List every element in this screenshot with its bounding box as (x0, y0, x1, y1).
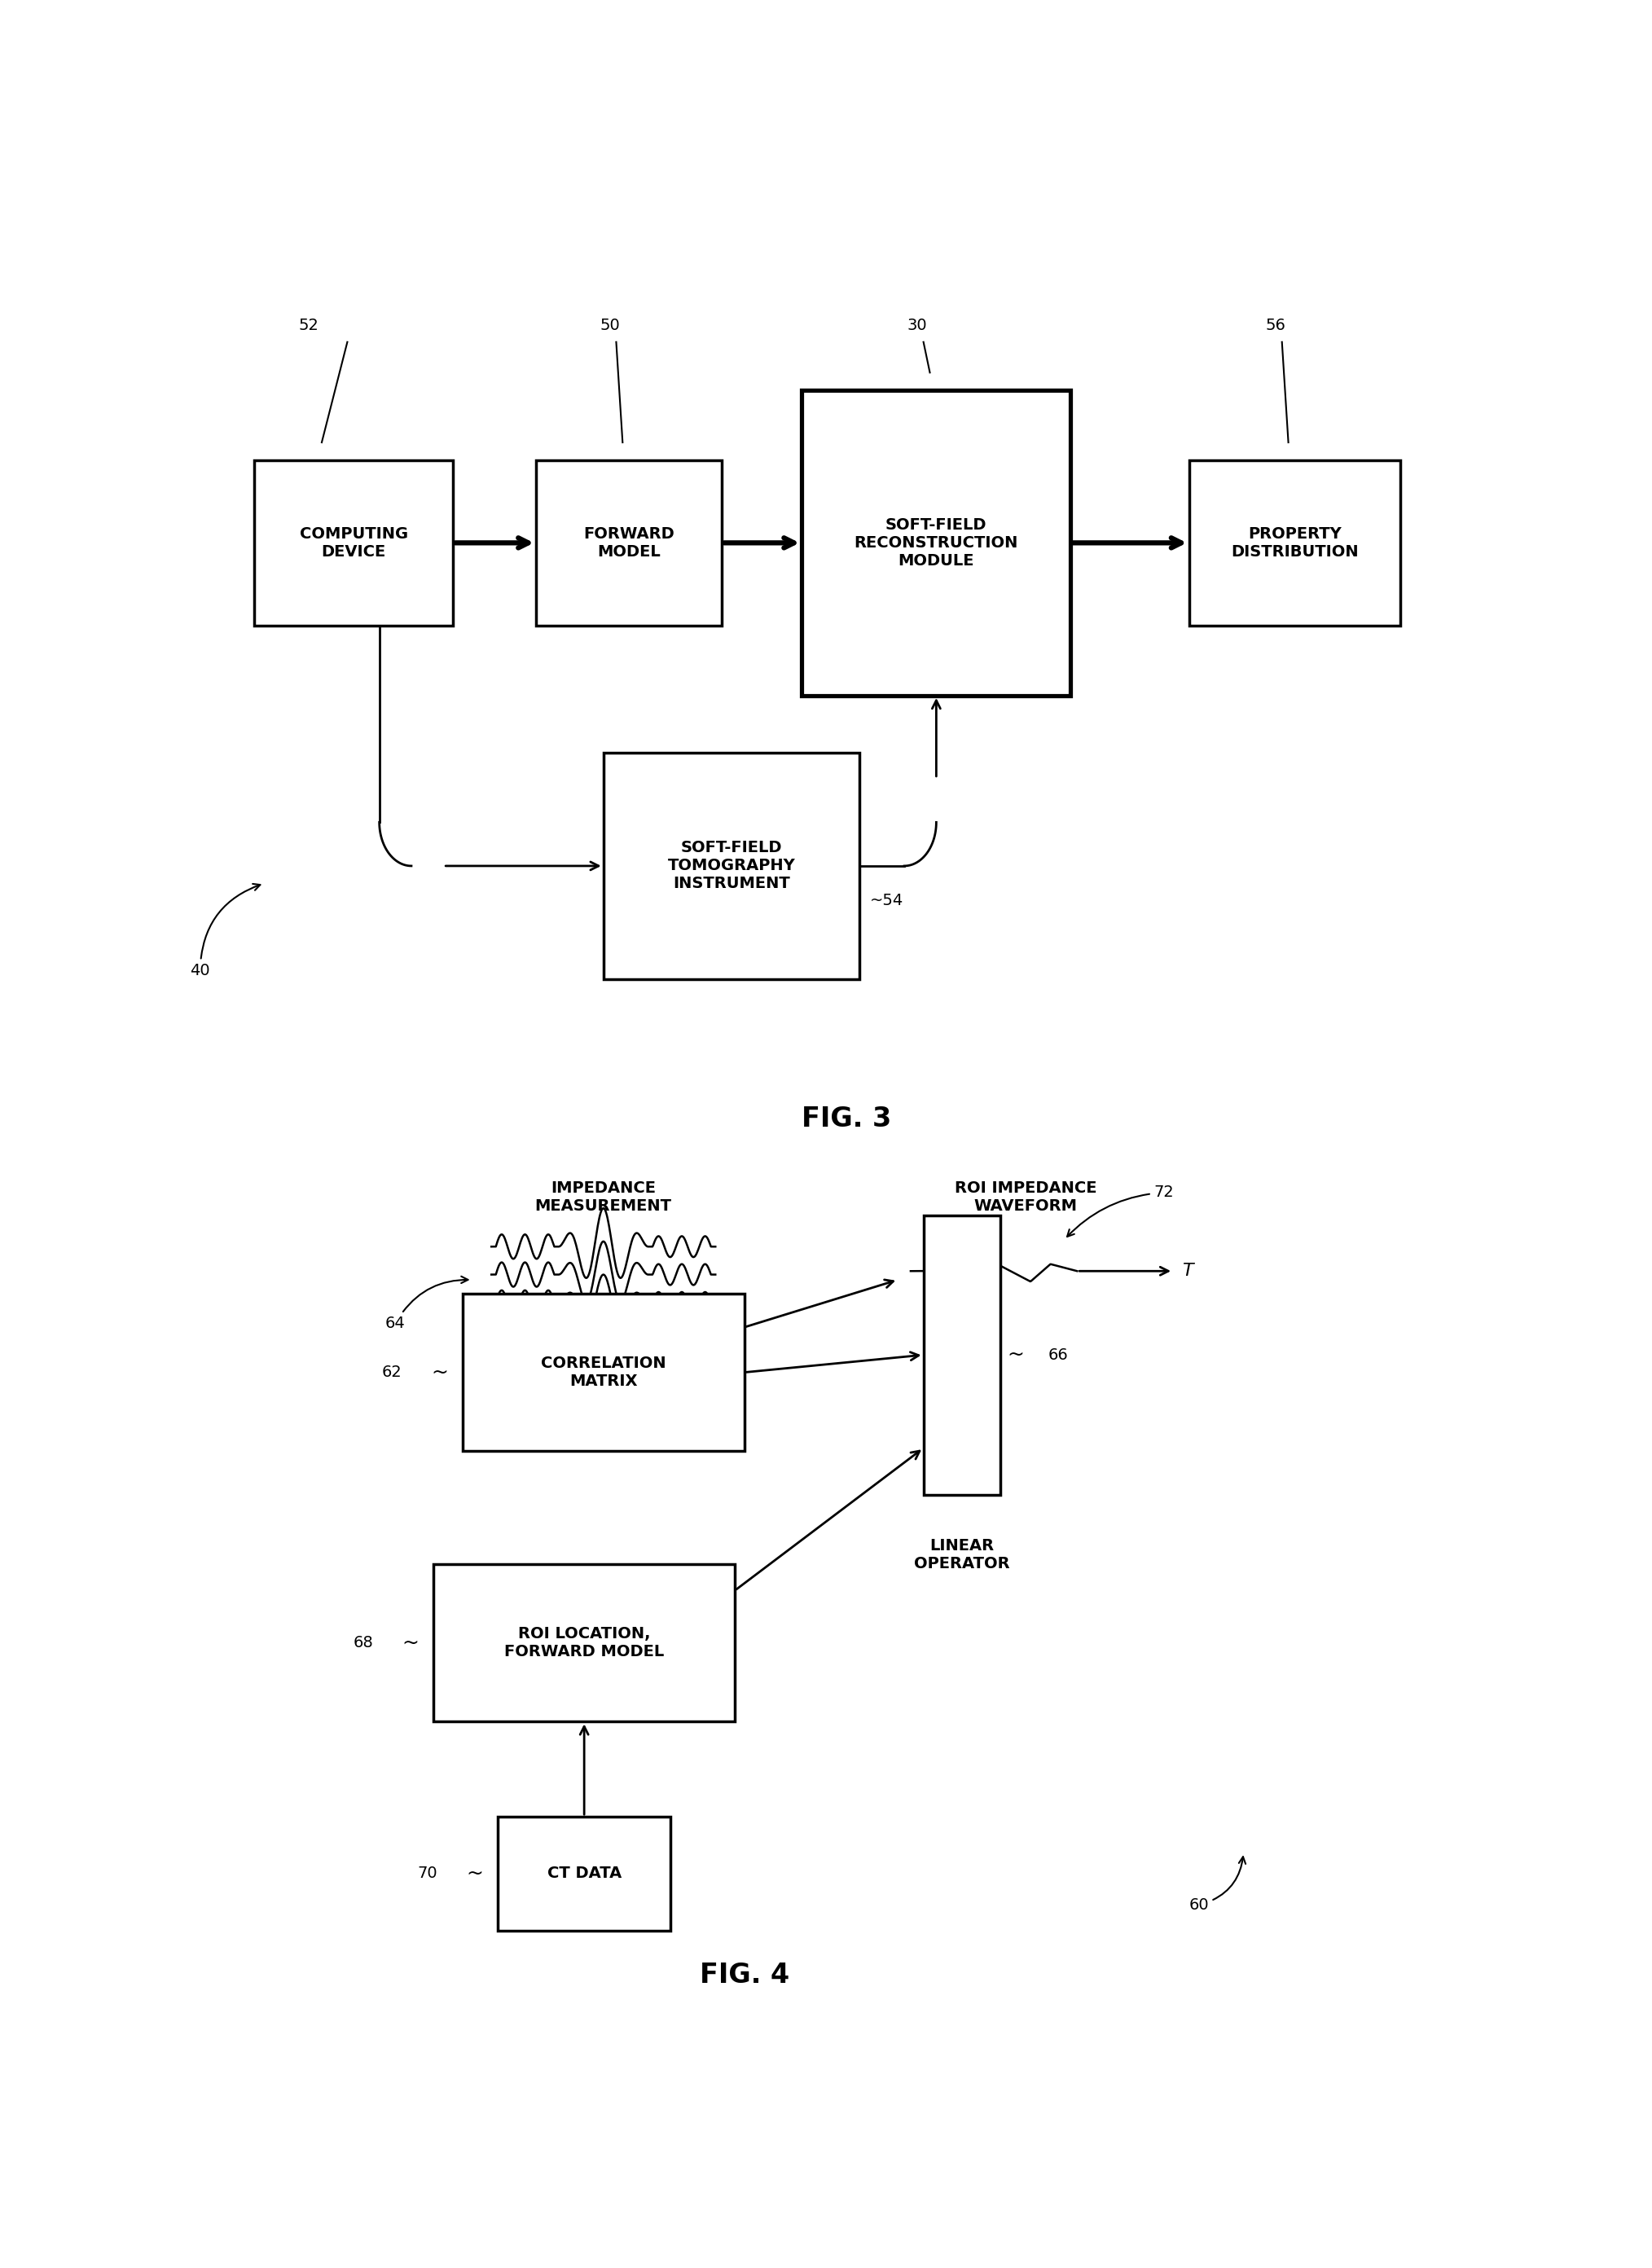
FancyBboxPatch shape (434, 1565, 735, 1721)
FancyBboxPatch shape (463, 1293, 743, 1452)
Text: 72: 72 (1067, 1184, 1175, 1236)
Text: FIG. 4: FIG. 4 (699, 1962, 790, 1989)
Text: 66: 66 (1047, 1347, 1067, 1363)
Text: LINEAR
OPERATOR: LINEAR OPERATOR (914, 1538, 1009, 1572)
Text: FORWARD
MODEL: FORWARD MODEL (583, 526, 674, 560)
Text: COMPUTING
DEVICE: COMPUTING DEVICE (299, 526, 408, 560)
Text: FIG. 3: FIG. 3 (801, 1107, 892, 1132)
Text: ~: ~ (431, 1363, 448, 1381)
Text: CORRELATION
MATRIX: CORRELATION MATRIX (540, 1356, 666, 1388)
Text: IMPEDANCE
MEASUREMENT: IMPEDANCE MEASUREMENT (535, 1179, 672, 1213)
Text: 60: 60 (1189, 1857, 1246, 1912)
FancyBboxPatch shape (254, 460, 453, 626)
FancyBboxPatch shape (603, 753, 859, 980)
Text: 30: 30 (907, 318, 927, 333)
Text: 50: 50 (600, 318, 620, 333)
FancyBboxPatch shape (497, 1817, 671, 1930)
Text: ROI LOCATION,
FORWARD MODEL: ROI LOCATION, FORWARD MODEL (504, 1626, 664, 1660)
Text: PROPERTY
DISTRIBUTION: PROPERTY DISTRIBUTION (1231, 526, 1358, 560)
Text: CT DATA: CT DATA (547, 1867, 621, 1882)
Text: ~: ~ (466, 1864, 484, 1882)
Text: ~: ~ (401, 1633, 420, 1653)
Text: ~: ~ (1008, 1345, 1024, 1365)
FancyBboxPatch shape (801, 390, 1070, 696)
Text: 70: 70 (418, 1867, 438, 1882)
Text: 64: 64 (385, 1277, 468, 1331)
FancyBboxPatch shape (537, 460, 722, 626)
Text: 62: 62 (382, 1365, 401, 1381)
Text: SOFT-FIELD
RECONSTRUCTION
MODULE: SOFT-FIELD RECONSTRUCTION MODULE (854, 517, 1018, 569)
Text: 68: 68 (354, 1635, 373, 1651)
FancyBboxPatch shape (923, 1216, 999, 1495)
Text: 56: 56 (1265, 318, 1285, 333)
FancyBboxPatch shape (1189, 460, 1401, 626)
Text: ~54: ~54 (869, 894, 904, 909)
Text: 40: 40 (190, 885, 259, 978)
Text: T: T (1183, 1263, 1193, 1279)
Text: ROI IMPEDANCE
WAVEFORM: ROI IMPEDANCE WAVEFORM (955, 1179, 1097, 1213)
Text: 52: 52 (299, 318, 319, 333)
Text: SOFT-FIELD
TOMOGRAPHY
INSTRUMENT: SOFT-FIELD TOMOGRAPHY INSTRUMENT (667, 839, 795, 891)
